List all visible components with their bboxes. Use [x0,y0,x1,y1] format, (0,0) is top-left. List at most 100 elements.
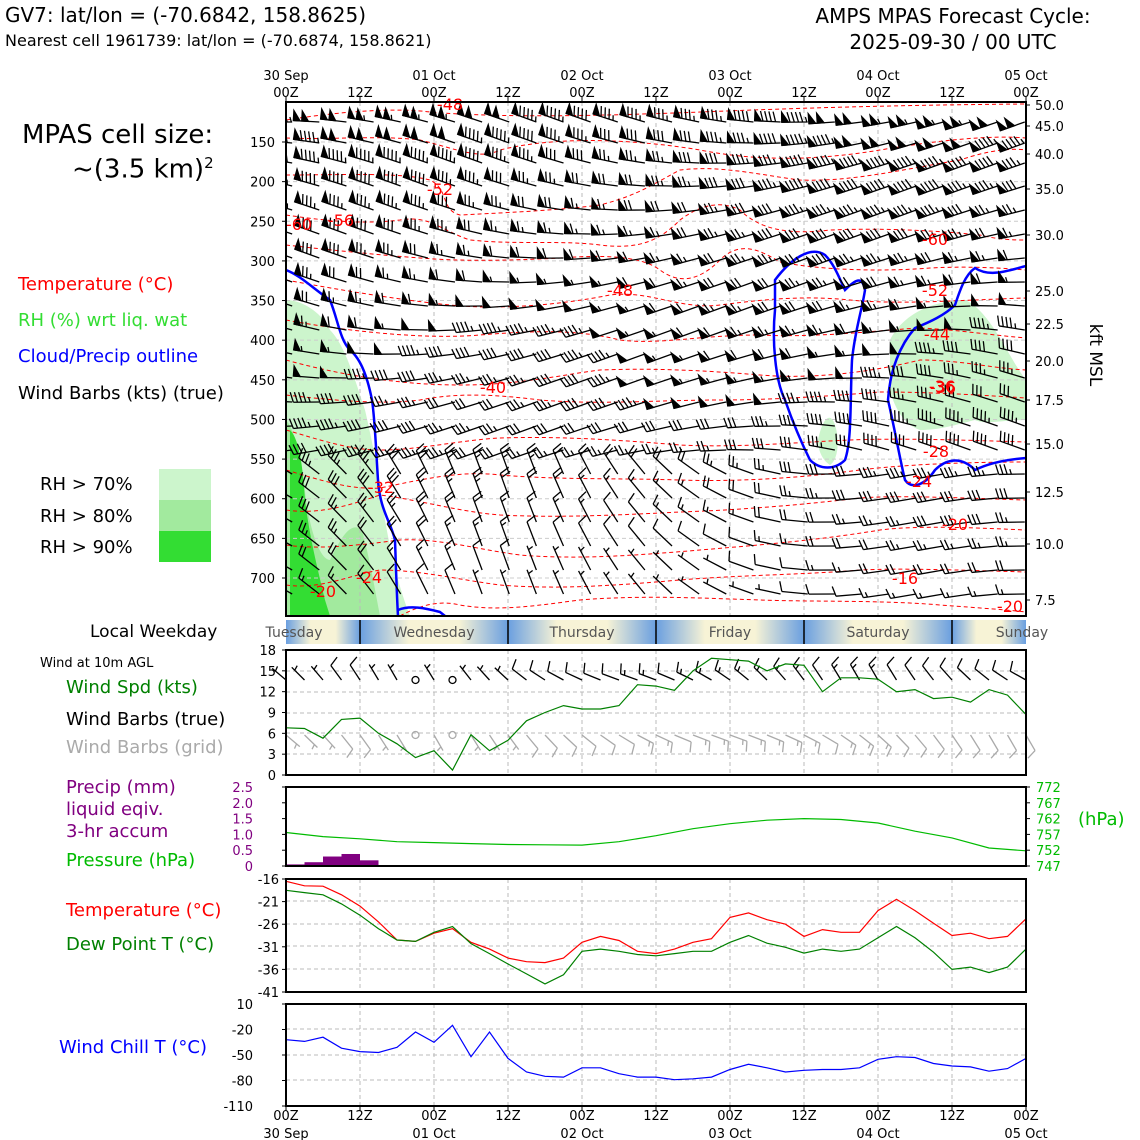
wind-barb [779,461,808,475]
barb-pennant [428,266,437,281]
legend-temperature: Temperature (°C) [18,274,174,295]
wind-barb [402,214,429,235]
pressure-line [285,817,1027,852]
barb-full [858,563,864,574]
barb-full [624,174,628,185]
barb-full [977,317,981,329]
wind-barb [401,291,428,307]
barb-pennant [564,169,573,184]
wind-barb [271,666,287,681]
hour-tick-label: 00Z [273,1109,299,1124]
barb-full [450,450,459,460]
barb-pennant [618,146,627,161]
barb-full [1005,316,1009,328]
barb-full [342,421,349,432]
barb-full [873,204,881,214]
barb-full [474,470,484,479]
wind-barb [994,536,1025,548]
barb-full [838,182,846,192]
barb-full [877,155,885,165]
barb-full [316,393,322,404]
barb-pennant [860,299,872,312]
barb-full [971,490,977,501]
wind-barb [969,316,998,331]
barb-full [957,435,960,446]
wind-barb [888,386,917,403]
barb-shaft [529,669,546,681]
barb-full [923,364,927,376]
wind-barb [288,417,320,430]
barb-half [301,575,305,581]
wind-barb [753,131,781,145]
height-tick-label: 17.5 [1035,394,1064,409]
barb-half [706,506,709,513]
barb-shaft [836,421,863,427]
barb-full [805,463,810,475]
station-title: GV7: lat/lon = (-70.6842, 158.8625) [5,3,367,27]
barb-half [932,348,935,354]
barb-full [386,515,395,525]
barb-pennant [402,214,411,230]
wind-barb [943,294,971,308]
barb-half [426,663,431,669]
barb-half [877,118,881,124]
barb-full [753,554,756,565]
barb-pennant [860,114,872,128]
barb-full [357,564,365,574]
wind-barb [697,327,727,340]
barb-pennant [914,183,927,196]
barb-pennant [483,142,492,158]
barb-half [868,519,873,525]
barb-shaft [357,548,375,571]
wind-barb [822,734,839,755]
barb-pennant [482,243,492,257]
wind-barb [1006,734,1018,759]
barb-full [362,475,370,485]
barb-shaft [472,545,483,571]
barb-half [655,230,660,237]
barb-full [750,416,756,427]
barb-full [1011,435,1014,446]
barb-shaft [971,326,998,331]
barb-full [782,414,787,426]
barb-pennant [374,315,383,330]
wind-barb [319,339,347,355]
wind-barb [327,493,347,523]
wind-barb [805,252,836,268]
barb-full [415,539,425,548]
barb-full [978,340,981,351]
y-tick-label: -20 [232,1024,253,1039]
wind-barb [805,463,835,475]
barb-pennant [428,240,438,255]
barb-full [888,386,892,398]
wind-barb [728,581,754,595]
barb-full [282,151,283,161]
contour-label: -36 [930,378,956,397]
wind-barb [613,444,646,456]
barb-full [945,430,948,442]
barb-full [490,347,497,358]
wind-barb [526,442,538,475]
barb-pennant [699,151,709,164]
barb-full [648,302,656,312]
barb-pennant [464,104,473,120]
barb-full [406,345,411,356]
barb-shaft [972,370,998,379]
barb-full [262,444,266,454]
barb-shaft [917,545,944,552]
barb-full [842,412,846,424]
wind-barb [401,239,428,259]
barb-full [956,658,963,668]
barb-full [842,157,850,167]
barb-half [520,401,525,407]
wind-barb [401,103,428,123]
wind-barb [532,373,564,388]
barb-full [544,196,547,208]
barb-half [524,326,528,333]
wind-barb [972,406,998,427]
barb-full [779,533,783,544]
barb-pennant [833,136,845,149]
barb-full [954,749,963,759]
barb-full [395,173,398,185]
wind-barb [499,569,510,595]
